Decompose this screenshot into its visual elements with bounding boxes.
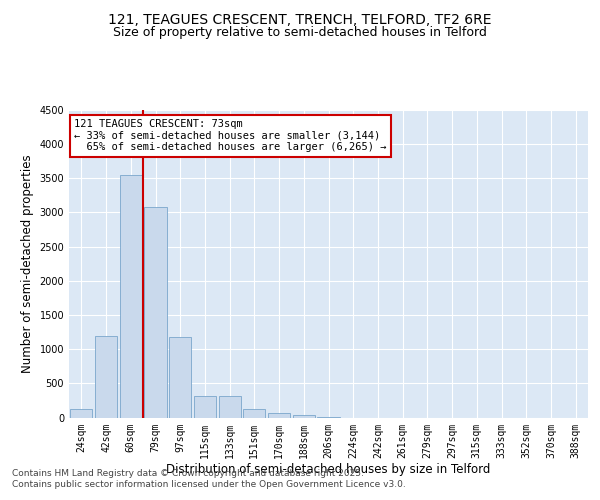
Text: Contains HM Land Registry data © Crown copyright and database right 2025.: Contains HM Land Registry data © Crown c… (12, 468, 364, 477)
Bar (218, 396, 241, 417)
Bar (268, 414, 290, 418)
Text: 121, TEAGUES CRESCENT, TRENCH, TELFORD, TF2 6RE: 121, TEAGUES CRESCENT, TRENCH, TELFORD, … (108, 12, 492, 26)
Bar (194, 396, 216, 417)
Bar (169, 337, 191, 417)
Text: Size of property relative to semi-detached houses in Telford: Size of property relative to semi-detach… (113, 26, 487, 39)
X-axis label: Distribution of semi-detached houses by size in Telford: Distribution of semi-detached houses by … (166, 463, 491, 476)
Bar (145, 207, 167, 418)
Bar (293, 416, 315, 418)
Bar (119, 175, 142, 418)
Bar (70, 410, 92, 418)
Text: 121 TEAGUES CRESCENT: 73sqm
← 33% of semi-detached houses are smaller (3,144)
  : 121 TEAGUES CRESCENT: 73sqm ← 33% of sem… (74, 119, 386, 152)
Bar (243, 410, 265, 418)
Y-axis label: Number of semi-detached properties: Number of semi-detached properties (21, 154, 34, 373)
Text: Contains public sector information licensed under the Open Government Licence v3: Contains public sector information licen… (12, 480, 406, 489)
Bar (95, 336, 117, 417)
